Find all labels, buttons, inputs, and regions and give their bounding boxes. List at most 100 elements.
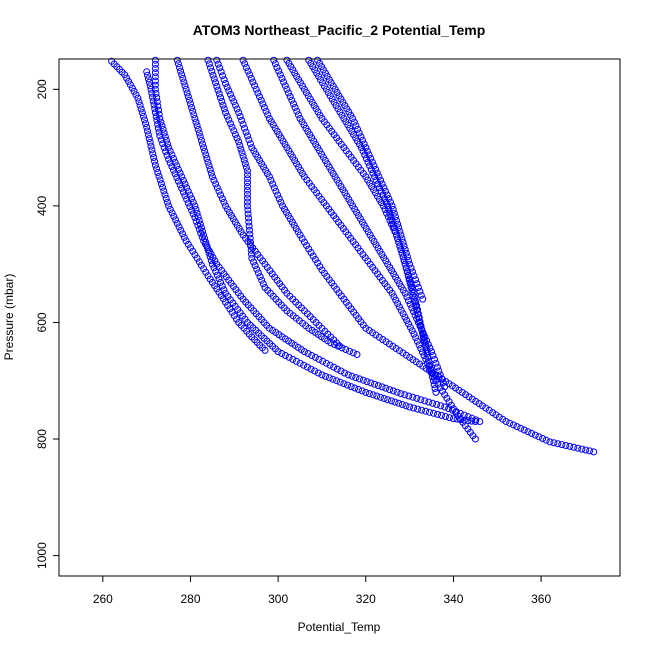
data-point: [416, 287, 424, 295]
data-point: [471, 435, 479, 443]
data-point: [247, 74, 255, 82]
data-point: [271, 60, 279, 68]
data-point: [316, 263, 324, 270]
data-point: [204, 158, 212, 166]
data-point: [389, 387, 397, 395]
data-point: [172, 216, 180, 224]
data-point: [157, 118, 165, 126]
data-point: [193, 254, 201, 262]
data-point: [173, 56, 181, 64]
data-point: [395, 303, 403, 311]
data-point: [506, 419, 514, 427]
data-point: [178, 184, 186, 192]
data-point: [311, 367, 319, 375]
data-point: [178, 71, 186, 79]
data-point: [146, 82, 154, 90]
data-point: [148, 146, 156, 154]
data-point: [285, 89, 292, 97]
data-point: [241, 60, 249, 68]
data-point: [402, 264, 410, 272]
data-point: [412, 303, 420, 311]
data-point: [186, 191, 194, 199]
data-point: [410, 272, 418, 280]
data-point: [164, 140, 171, 148]
data-point: [554, 440, 562, 448]
data-point: [396, 227, 404, 235]
data-point: [406, 323, 414, 331]
data-point: [206, 166, 214, 173]
data-point: [273, 64, 281, 71]
data-point: [147, 142, 155, 150]
data-point: [372, 166, 380, 173]
data-point: [398, 401, 406, 408]
data-point: [246, 234, 254, 242]
data-point: [244, 179, 251, 187]
data-point: [144, 75, 152, 83]
data-point: [383, 191, 391, 199]
data-point: [146, 138, 154, 146]
data-point: [151, 73, 159, 81]
data-point: [397, 231, 405, 239]
data-point: [272, 187, 280, 195]
data-point: [254, 89, 262, 97]
data-point: [436, 384, 444, 392]
data-point: [307, 365, 315, 373]
data-point: [389, 206, 397, 213]
data-point: [407, 264, 415, 272]
data-point: [181, 192, 189, 200]
data-point: [207, 64, 214, 72]
data-point: [386, 386, 394, 394]
data-point: [347, 383, 355, 391]
data-point: [566, 442, 574, 450]
data-point: [378, 180, 386, 188]
data-point: [305, 245, 313, 253]
data-point: [179, 230, 187, 238]
data-point: [274, 191, 282, 199]
data-point: [188, 206, 196, 214]
data-point: [218, 195, 226, 203]
data-point: [344, 381, 351, 389]
data-point: [170, 166, 177, 174]
data-point: [509, 421, 517, 429]
data-point: [502, 418, 510, 425]
data-point: [197, 136, 205, 144]
data-point: [333, 365, 341, 373]
data-point: [278, 350, 286, 357]
data-point: [187, 100, 194, 108]
data-point: [152, 90, 160, 97]
data-point: [245, 218, 253, 226]
data-point: [390, 293, 398, 301]
data-point: [353, 351, 361, 358]
data-point: [121, 71, 129, 79]
data-point: [144, 127, 151, 135]
data-point: [219, 101, 227, 109]
data-point: [441, 403, 449, 411]
data-point: [337, 367, 345, 375]
data-point: [149, 150, 157, 158]
data-point: [182, 237, 190, 245]
data-point: [401, 391, 409, 399]
data-point: [186, 203, 194, 211]
data-point: [190, 111, 198, 119]
data-point: [391, 398, 399, 406]
data-point: [134, 94, 142, 102]
data-point: [183, 195, 191, 203]
data-point: [220, 76, 228, 84]
data-point: [188, 104, 196, 111]
data-point: [150, 154, 158, 161]
data-point: [419, 329, 426, 337]
data-point: [293, 107, 301, 115]
data-point: [450, 405, 457, 413]
data-point: [210, 264, 218, 272]
data-point: [315, 355, 323, 363]
data-point: [264, 111, 272, 119]
data-point: [158, 122, 166, 130]
data-point: [197, 224, 205, 232]
data-point: [136, 101, 144, 109]
data-point: [387, 397, 395, 405]
data-point: [408, 287, 416, 295]
data-point: [355, 129, 363, 137]
data-point: [439, 379, 447, 387]
data-point: [436, 371, 444, 379]
data-point: [307, 249, 315, 256]
